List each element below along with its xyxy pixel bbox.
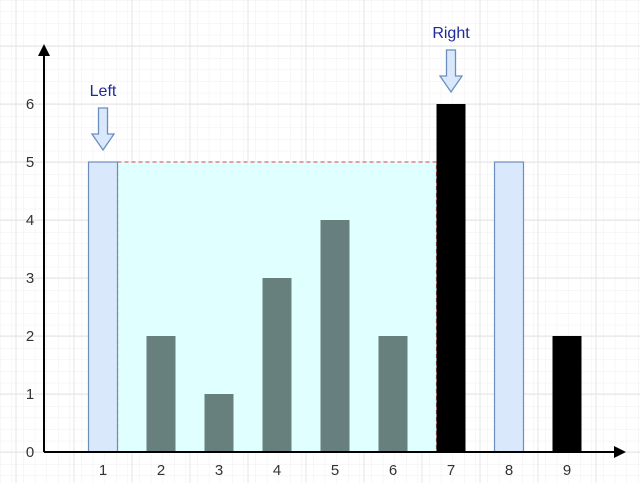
y-tick-label: 2	[26, 328, 34, 345]
x-tick-label: 3	[215, 462, 223, 479]
y-tick-label: 6	[26, 96, 34, 113]
down-arrow-icon	[438, 49, 464, 94]
bar-2	[146, 336, 176, 452]
pointer-label-left: Left	[90, 83, 117, 100]
x-tick-label: 7	[447, 462, 455, 479]
bar-5	[320, 220, 350, 452]
x-tick-label: 2	[157, 462, 165, 479]
pointer-label-right: Right	[432, 25, 470, 42]
x-tick-label: 4	[273, 462, 281, 479]
bars-group	[87, 104, 582, 453]
x-tick-label: 5	[331, 462, 339, 479]
x-tick-label: 6	[389, 462, 397, 479]
bar-1	[87, 161, 119, 453]
bar-4	[262, 278, 292, 452]
x-axis-arrowhead	[614, 446, 626, 458]
y-tick-labels: 0 1 2 3 4 5 6	[26, 96, 34, 461]
y-tick-label: 4	[26, 212, 34, 229]
x-tick-label: 1	[99, 462, 107, 479]
x-tick-label: 8	[505, 462, 513, 479]
x-tick-label: 9	[563, 462, 571, 479]
down-arrow-icon	[90, 107, 116, 152]
bar-6	[378, 336, 408, 452]
x-tick-labels: 1 2 3 4 5 6 7 8 9	[99, 462, 571, 479]
y-tick-label: 3	[26, 270, 34, 287]
bar-3	[204, 394, 234, 452]
bar-9	[552, 336, 582, 452]
y-axis-arrowhead	[38, 44, 50, 56]
y-tick-label: 5	[26, 154, 34, 171]
axes	[38, 44, 626, 458]
y-tick-label: 1	[26, 386, 34, 403]
pointer-annotations: Left Right	[90, 25, 470, 152]
bar-7	[436, 104, 466, 452]
y-tick-label: 0	[26, 444, 34, 461]
bar-8	[493, 161, 525, 453]
